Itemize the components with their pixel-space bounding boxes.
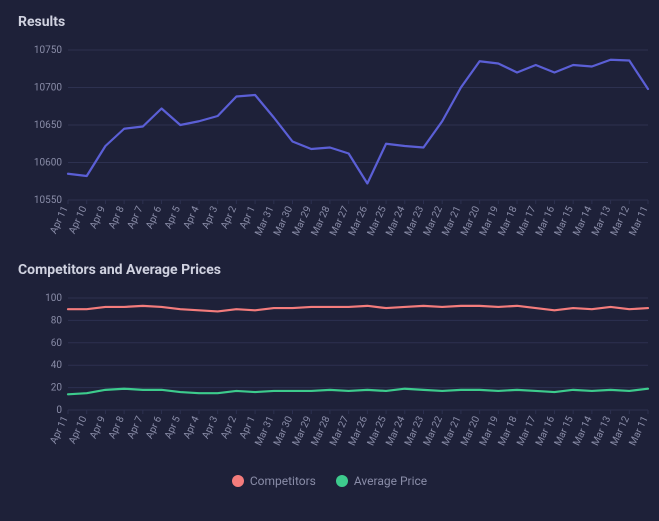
svg-text:10650: 10650 (34, 120, 62, 131)
svg-text:10700: 10700 (34, 83, 62, 94)
svg-text:Apr 8: Apr 8 (107, 204, 127, 230)
svg-text:Apr 5: Apr 5 (163, 204, 183, 230)
svg-text:Apr 6: Apr 6 (144, 204, 164, 230)
svg-text:40: 40 (51, 360, 63, 371)
svg-text:100: 100 (45, 293, 62, 304)
legend-item-competitors: Competitors (232, 474, 316, 488)
legend-label-average-price: Average Price (354, 474, 427, 488)
results-title: Results (18, 14, 641, 30)
legend-item-average-price: Average Price (336, 474, 427, 488)
svg-text:60: 60 (51, 338, 63, 349)
svg-text:Apr 8: Apr 8 (107, 414, 127, 440)
svg-text:10550: 10550 (34, 195, 62, 206)
svg-text:Apr 9: Apr 9 (88, 415, 108, 441)
competitors-chart: 020406080100Apr 11Apr 10Apr 9Apr 8Apr 7A… (18, 290, 641, 468)
svg-text:Apr 4: Apr 4 (182, 414, 202, 440)
svg-text:0: 0 (56, 405, 62, 416)
svg-text:Apr 1: Apr 1 (238, 205, 258, 231)
svg-text:20: 20 (51, 383, 63, 394)
svg-text:Apr 3: Apr 3 (200, 415, 220, 441)
svg-text:Apr 9: Apr 9 (88, 205, 108, 231)
legend-dot-average-price (336, 475, 348, 487)
svg-text:Apr 5: Apr 5 (163, 414, 183, 440)
svg-text:Apr 1: Apr 1 (238, 415, 258, 441)
svg-text:Apr 7: Apr 7 (126, 204, 146, 230)
svg-text:Apr 2: Apr 2 (219, 204, 239, 230)
results-chart: 1055010600106501070010750Apr 11Apr 10Apr… (18, 42, 641, 254)
svg-text:80: 80 (51, 315, 63, 326)
svg-text:Apr 4: Apr 4 (182, 204, 202, 230)
svg-text:Apr 2: Apr 2 (219, 414, 239, 440)
svg-text:10600: 10600 (34, 158, 62, 169)
svg-text:Apr 10: Apr 10 (67, 204, 89, 236)
svg-text:Apr 6: Apr 6 (144, 414, 164, 440)
svg-text:Apr 7: Apr 7 (126, 414, 146, 440)
legend-label-competitors: Competitors (250, 474, 316, 488)
svg-text:Apr 10: Apr 10 (67, 414, 89, 446)
legend-dot-competitors (232, 475, 244, 487)
competitors-title: Competitors and Average Prices (18, 262, 641, 278)
svg-text:Apr 3: Apr 3 (200, 205, 220, 231)
svg-text:10750: 10750 (34, 45, 62, 56)
competitors-legend: Competitors Average Price (18, 474, 641, 488)
